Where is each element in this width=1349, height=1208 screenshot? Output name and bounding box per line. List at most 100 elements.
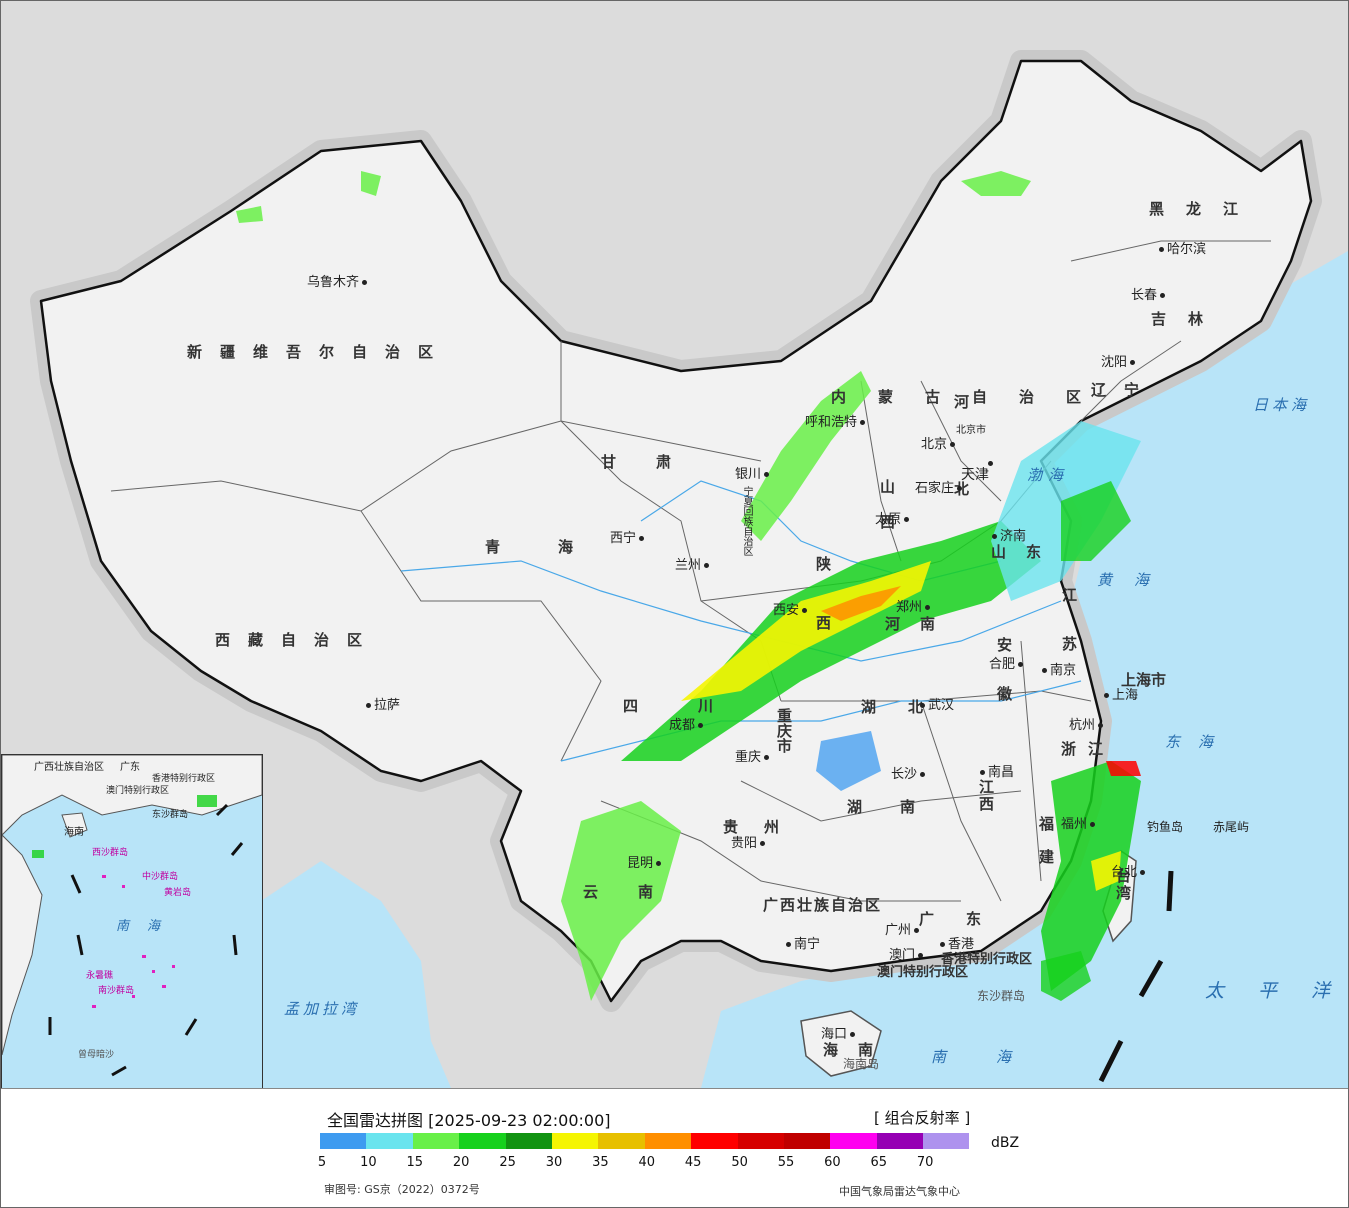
inset-islands	[92, 875, 175, 1008]
province-label-ningxia: 宁夏回族自治区	[741, 486, 752, 556]
city-kunming: 昆明	[627, 852, 664, 871]
color-swatch-3	[459, 1133, 506, 1149]
province-label-macau: 澳门特别行政区	[877, 965, 969, 980]
city-nanjing: 南京	[1039, 659, 1076, 678]
city-dot	[802, 608, 808, 613]
nine-dash-line	[1098, 870, 1174, 1083]
city-urumqi: 乌鲁木齐	[307, 271, 370, 290]
inset-label-guangdong: 广东	[120, 762, 140, 773]
city-taibei: 台北	[1111, 861, 1148, 880]
inset-canvas	[2, 755, 262, 1077]
color-swatch-8	[691, 1133, 738, 1149]
city-xining: 西宁	[610, 527, 647, 546]
province-label-taiwan: 台湾	[1114, 868, 1132, 902]
inset-hainan	[61, 812, 88, 838]
province-label-shanxi: 山西	[878, 479, 896, 549]
scale-tick-10: 10	[360, 1155, 377, 1170]
echo-southeast	[1041, 761, 1141, 991]
echo-northeast	[961, 171, 1031, 196]
province-label-xinjiang: 新疆维吾尔自治区	[187, 343, 452, 361]
color-scale-bar	[320, 1133, 970, 1149]
island-label-diaoyu: 钓鱼岛	[1147, 820, 1184, 834]
city-dot	[988, 461, 993, 466]
inset-dashes	[48, 803, 244, 1077]
city-dot	[940, 942, 945, 947]
city-dot	[786, 942, 791, 947]
island-label-hainandao: 海南岛	[843, 1057, 880, 1071]
inset-label-hainan: 海南	[64, 827, 84, 838]
city-dot	[704, 563, 710, 568]
echo-southeast-yellow	[1091, 851, 1121, 891]
city-guangzhou: 广州	[885, 919, 922, 938]
city-haikou: 海口	[821, 1023, 858, 1042]
city-hangzhou: 杭州	[1069, 714, 1106, 733]
color-swatch-2	[412, 1133, 460, 1149]
color-swatch-9	[737, 1133, 784, 1149]
map-area[interactable]: 新疆维吾尔自治区 西藏自治区 青海 甘肃 四川 云南 贵州 广西壮族自治区 广东…	[1, 1, 1348, 1088]
city-taiyuan: 太原	[875, 508, 912, 527]
echo-xinjiang-1	[361, 171, 381, 196]
map-canvas	[30, 50, 1348, 1088]
scale-tick-55: 55	[777, 1155, 795, 1170]
province-label-chongqing: 重庆市	[775, 708, 793, 753]
province-label-jiangsu: 江苏	[1060, 587, 1078, 685]
scale-tick-60: 60	[824, 1155, 841, 1170]
south-china-sea-inset[interactable]: 广西壮族自治区 广东 香港特别行政区 澳门特别行政区 东沙群岛 海南 西沙群岛 …	[1, 754, 263, 1088]
sea-label-huanghai: 黄海	[1097, 571, 1172, 589]
city-dot	[1090, 822, 1096, 827]
city-shijiazhuang: 石家庄	[915, 477, 965, 496]
sea-label-japan: 日本海	[1253, 396, 1311, 414]
scale-tick-20: 20	[452, 1155, 470, 1170]
scale-tick-15: 15	[406, 1155, 424, 1170]
province-label-neimenggu: 内蒙古自治区	[831, 388, 1114, 406]
color-swatch-0	[320, 1133, 367, 1149]
review-number: 审图号: GS京（2022）0372号	[324, 1183, 480, 1196]
province-label-shaanxi: 陕西	[814, 556, 832, 674]
city-dot	[656, 861, 662, 866]
city-tianjin	[985, 456, 996, 471]
city-wuhan: 武汉	[917, 694, 954, 713]
province-label-guangxi: 广西壮族自治区	[763, 896, 883, 914]
scale-tick-25: 25	[499, 1155, 516, 1170]
inset-land-west	[2, 834, 43, 1056]
province-label-henan: 河南	[885, 615, 956, 633]
echo-north-band	[741, 371, 871, 541]
echo-guangdong	[1041, 951, 1091, 1001]
echo-hunan-blue	[816, 731, 881, 791]
city-dot	[920, 703, 925, 708]
city-nanning: 南宁	[783, 933, 820, 952]
color-swatch-13	[923, 1133, 970, 1149]
city-jinan: 济南	[989, 525, 1026, 544]
city-beijing: 北京	[921, 433, 958, 452]
city-dot	[1042, 668, 1047, 673]
city-dot	[957, 486, 963, 491]
province-label-heilongjiang: 黑龙江	[1149, 200, 1261, 218]
island-label-dongsha: 东沙群岛	[977, 989, 1026, 1003]
scale-tick-70: 70	[916, 1155, 934, 1170]
city-dot	[1104, 693, 1109, 698]
province-label-gansu: 甘肃	[601, 453, 712, 471]
city-dot	[992, 534, 997, 539]
product-label: [ 组合反射率 ]	[874, 1109, 971, 1127]
inset-label-hongkong: 香港特别行政区	[152, 774, 216, 784]
province-label-shanghai: 上海市	[1121, 671, 1167, 689]
color-swatch-4	[505, 1133, 552, 1149]
province-label-hainan: 海南	[823, 1041, 894, 1059]
inset-label-zengmu: 曾母暗沙	[78, 1050, 115, 1060]
agency-label: 中国气象局雷达气象中心	[839, 1185, 960, 1198]
color-swatch-7	[644, 1133, 692, 1149]
echo-southeast-red	[1106, 761, 1141, 776]
city-dot	[1160, 293, 1166, 298]
scale-tick-5: 5	[317, 1155, 327, 1170]
city-shanghai: 上海	[1101, 684, 1138, 703]
radar-echoes	[236, 171, 1141, 1001]
city-changchun: 长春	[1131, 284, 1168, 303]
city-dot	[1140, 870, 1146, 875]
province-label-beijing: 北京市	[956, 425, 986, 436]
city-shenyang: 沈阳	[1101, 351, 1138, 370]
color-scale-ticks: 5 10 15 20 25 30 35 40 45 50 55 60 65 70	[1, 1155, 1001, 1175]
province-label-guangdong: 广东	[919, 910, 1014, 928]
province-label-anhui: 安徽	[995, 637, 1013, 735]
city-xian: 西安	[773, 599, 810, 618]
city-zhengzhou: 郑州	[896, 596, 933, 615]
